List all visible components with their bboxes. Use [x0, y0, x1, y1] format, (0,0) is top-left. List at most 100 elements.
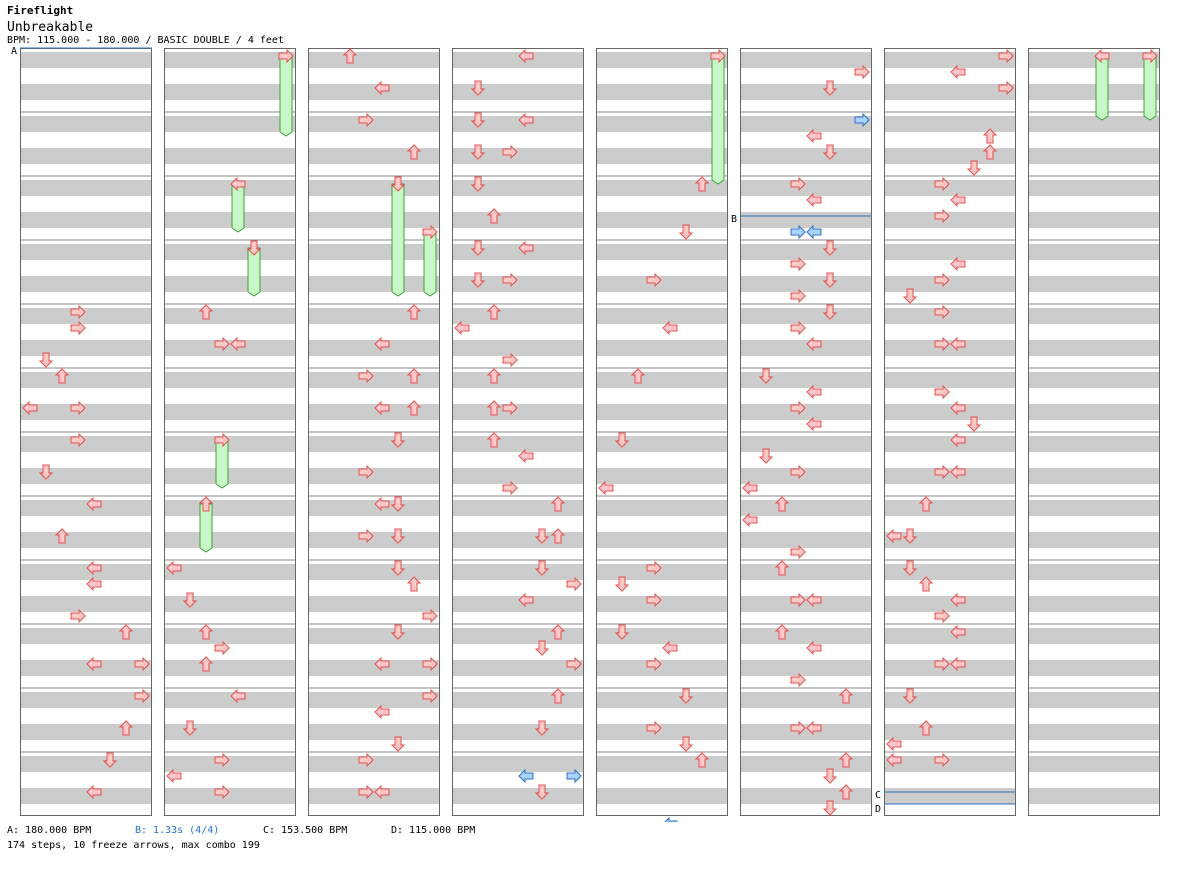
step-arrow: [38, 352, 54, 368]
step-arrow: [806, 592, 822, 608]
beat-band: [20, 756, 152, 772]
step-arrow: [934, 656, 950, 672]
beat-band: [452, 116, 584, 132]
step-arrow: [342, 48, 358, 64]
step-arrow: [694, 176, 710, 192]
step-arrow: [214, 336, 230, 352]
step-arrow: [406, 400, 422, 416]
step-arrow: [22, 400, 38, 416]
shock-arrow: [806, 224, 822, 240]
beat-band: [308, 212, 440, 228]
beat-band: [884, 52, 1016, 68]
freeze-head-arrow: [214, 432, 230, 448]
beat-band: [596, 244, 728, 260]
step-arrow: [214, 752, 230, 768]
beat-band: [740, 404, 872, 420]
step-arrow: [822, 768, 838, 784]
beat-band: [740, 564, 872, 580]
step-arrow: [950, 256, 966, 272]
beat-band: [1028, 308, 1160, 324]
step-arrow: [886, 752, 902, 768]
beat-band: [1028, 52, 1160, 68]
beat-band: [452, 244, 584, 260]
step-arrow: [758, 368, 774, 384]
song-title: Fireflight: [7, 4, 74, 17]
beat-band: [596, 724, 728, 740]
step-arrow: [742, 480, 758, 496]
step-arrow: [918, 576, 934, 592]
step-arrow: [230, 688, 246, 704]
step-arrow: [838, 752, 854, 768]
step-arrow: [934, 208, 950, 224]
beat-band: [596, 84, 728, 100]
freeze-head-arrow: [230, 176, 246, 192]
step-arrow: [534, 720, 550, 736]
beat-band: [884, 500, 1016, 516]
step-arrow: [790, 320, 806, 336]
freeze-head-arrow: [246, 240, 262, 256]
step-arrow: [838, 784, 854, 800]
freeze-arrow: [247, 247, 261, 297]
step-arrow: [374, 496, 390, 512]
beat-band: [452, 276, 584, 292]
shock-arrow: [790, 224, 806, 240]
beat-band: [1028, 756, 1160, 772]
step-arrow: [982, 144, 998, 160]
beat-band: [20, 596, 152, 612]
beat-band: [740, 84, 872, 100]
step-arrow: [358, 784, 374, 800]
beat-band: [452, 436, 584, 452]
step-arrow: [646, 272, 662, 288]
step-arrow: [486, 304, 502, 320]
step-arrow: [406, 368, 422, 384]
step-arrow: [854, 64, 870, 80]
step-arrow: [694, 752, 710, 768]
beat-band: [884, 532, 1016, 548]
beat-band: [1028, 468, 1160, 484]
beat-band: [884, 596, 1016, 612]
step-arrow: [470, 112, 486, 128]
step-arrow: [774, 496, 790, 512]
step-arrow: [678, 736, 694, 752]
step-arrow: [646, 592, 662, 608]
step-arrow: [374, 656, 390, 672]
beat-band: [452, 84, 584, 100]
beat-band: [308, 372, 440, 388]
beat-band: [308, 724, 440, 740]
freeze-head-arrow: [710, 48, 726, 64]
step-arrow: [790, 592, 806, 608]
beat-band: [1028, 724, 1160, 740]
freeze-head-arrow: [1142, 48, 1158, 64]
step-arrow: [102, 752, 118, 768]
column-border: [308, 48, 440, 816]
step-arrow: [950, 464, 966, 480]
beat-band: [164, 116, 296, 132]
beat-band: [20, 788, 152, 804]
shock-arrow: [854, 112, 870, 128]
step-arrow: [790, 288, 806, 304]
step-arrow: [86, 496, 102, 512]
step-arrow: [70, 432, 86, 448]
step-arrow: [934, 464, 950, 480]
step-arrow: [390, 432, 406, 448]
step-arrow: [550, 528, 566, 544]
beat-band: [308, 52, 440, 68]
beat-band: [452, 596, 584, 612]
shock-arrow: [518, 768, 534, 784]
beat-band: [1028, 628, 1160, 644]
beat-band: [884, 724, 1016, 740]
step-arrow: [822, 800, 838, 816]
freeze-head-arrow: [422, 224, 438, 240]
step-arrow: [54, 368, 70, 384]
step-arrow: [182, 592, 198, 608]
step-arrow: [982, 128, 998, 144]
step-arrow: [470, 240, 486, 256]
beat-band: [164, 596, 296, 612]
beat-band: [308, 340, 440, 356]
freeze-arrow: [1095, 55, 1109, 121]
beat-band: [20, 532, 152, 548]
step-arrow: [966, 416, 982, 432]
step-arrow: [790, 672, 806, 688]
step-arrow: [822, 240, 838, 256]
beat-band: [740, 500, 872, 516]
